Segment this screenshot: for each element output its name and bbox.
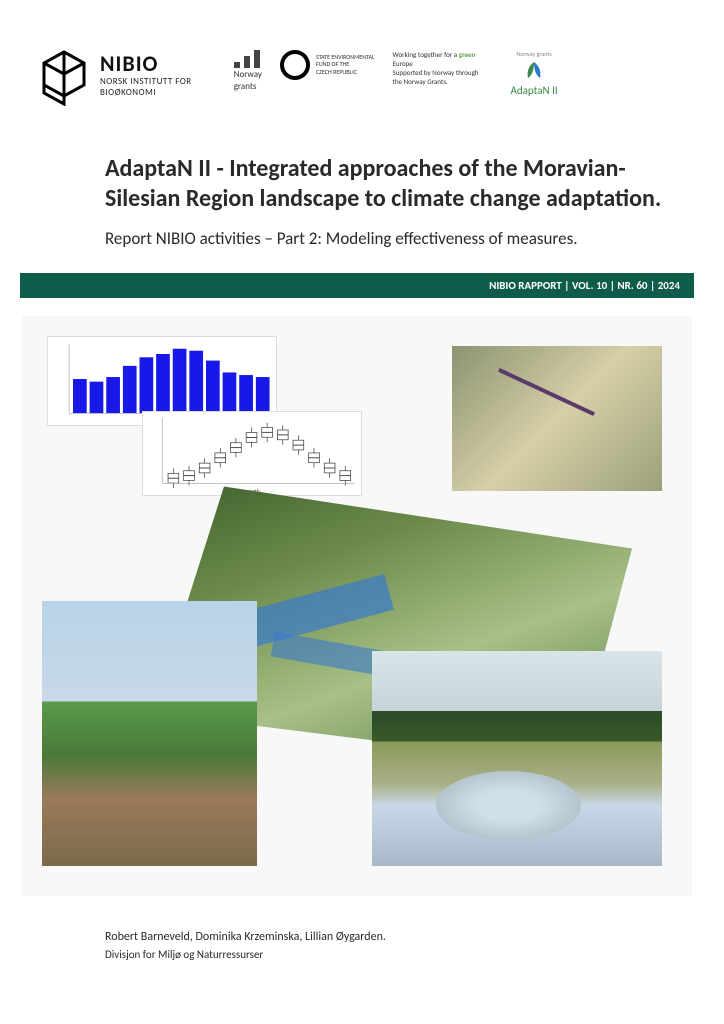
main-title: AdaptaN II - Integrated approaches of th… [105,154,674,214]
authors: Robert Barneveld, Dominika Krzeminska, L… [105,930,684,944]
working-line2: Supported by Norway through [393,68,493,77]
state-env-line-3: CZECH REPUBLIC [316,69,375,76]
working-line3: the Norway Grants. [393,77,493,86]
pond-photo-image [372,651,662,866]
state-env-circle-icon [280,50,310,80]
report-info-bar: NIBIO RAPPORT | VOL. 10 | NR. 60 | 2024 [20,273,694,298]
norway-grants-icon [234,50,262,68]
norway-label-2: grants [234,82,257,92]
adaptan-leaf-icon [520,60,548,82]
working-line1-b: green [459,50,476,59]
nibio-name: NIBIO [100,50,192,77]
temperature-boxplot-chart: month [142,411,362,496]
image-collage: month [22,316,692,896]
division: Divisjon for Miljø og Naturressurser [105,948,684,961]
adaptan-flag: Norway grants [516,50,551,58]
adaptan-text: AdaptaN II [511,84,558,97]
subtitle: Report NIBIO activities – Part 2: Modeli… [105,228,674,249]
nibio-logo: NIBIO NORSK INSTITUTT FOR BIOØKONOMI [40,50,192,106]
state-env-logo: STATE ENVIRONMENTAL FUND OF THE CZECH RE… [280,50,375,80]
adaptan-logo: Norway grants AdaptaN II [511,50,558,97]
nibio-sub-2: BIOØKONOMI [100,88,192,99]
norway-grants-logo: Norway grants [234,50,262,92]
catchment-map-image [452,346,662,491]
working-line1-c: Europe [393,59,413,68]
norway-label-1: Norway [234,70,262,80]
working-line1-a: Working together for a [393,50,459,59]
field-photo-image [42,601,257,866]
nibio-cube-icon [40,50,88,106]
logos-row: NIBIO NORSK INSTITUTT FOR BIOØKONOMI Nor… [40,50,684,106]
working-together-text: Working together for a green Europe Supp… [393,50,493,86]
